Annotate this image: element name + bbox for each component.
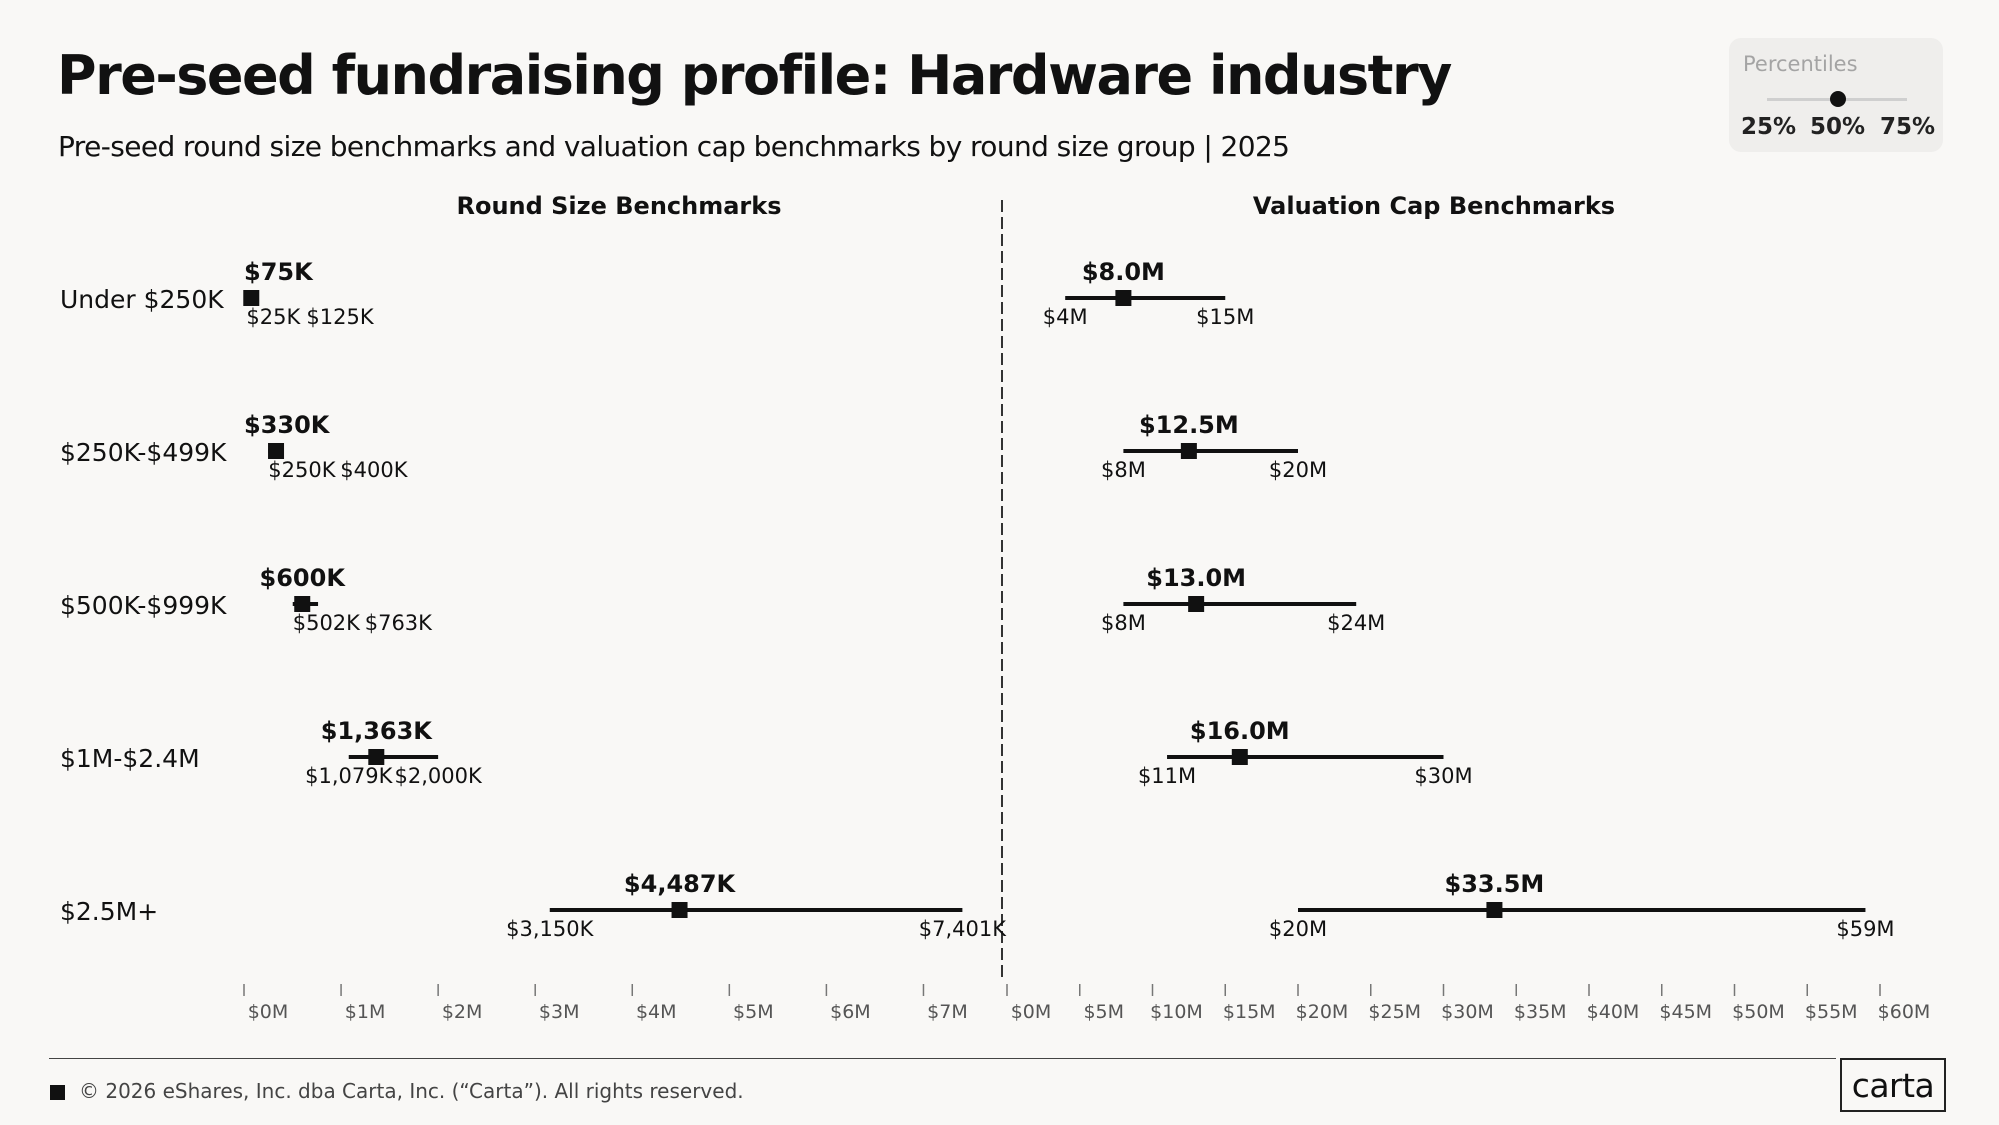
valuation-cap-tick-label: $15M: [1223, 1001, 1276, 1023]
valuation-cap-tick-label: $55M: [1805, 1001, 1858, 1023]
valuation-cap-median-label: $33.5M: [1445, 870, 1545, 898]
legend-label-p25: 25%: [1741, 114, 1797, 140]
round-size-tick-label: $4M: [636, 1001, 677, 1023]
round-size-median-marker: [243, 290, 260, 306]
valuation-cap-median-marker: [1188, 596, 1205, 612]
valuation-cap-median-label: $12.5M: [1139, 411, 1239, 439]
round-size-median-label: $75K: [244, 258, 314, 286]
round-size-median-label: $330K: [244, 411, 331, 439]
valuation-cap-p25-label: $11M: [1138, 764, 1196, 788]
valuation-cap-median-marker: [1180, 443, 1197, 459]
row-label: $2.5M+: [60, 897, 158, 926]
round-size-p25-label: $250K: [268, 458, 336, 482]
round-size-p75-label: $763K: [365, 611, 433, 635]
page-title: Pre-seed fundraising profile: Hardware i…: [57, 44, 1452, 107]
page-subtitle: Pre-seed round size benchmarks and valua…: [58, 130, 1290, 163]
percentile-legend: Percentiles 25% 50% 75%: [1729, 38, 1943, 152]
valuation-cap-p75-label: $59M: [1836, 917, 1894, 941]
valuation-cap-tick-label: $45M: [1659, 1001, 1712, 1023]
valuation-cap-median-marker: [1486, 902, 1503, 918]
carta-logo: carta: [1840, 1058, 1946, 1112]
row-label: $250K-$499K: [60, 438, 227, 467]
round-size-p25-label: $3,150K: [506, 917, 594, 941]
round-size-tick-label: $3M: [539, 1001, 580, 1023]
row-label: $500K-$999K: [60, 591, 227, 620]
valuation-cap-tick-label: $25M: [1368, 1001, 1421, 1023]
valuation-cap-median-label: $8.0M: [1082, 258, 1165, 286]
row-label: $1M-$2.4M: [60, 744, 200, 773]
valuation-cap-p25-label: $8M: [1101, 611, 1146, 635]
round-size-median-marker: [294, 596, 311, 612]
valuation-cap-tick-label: $50M: [1732, 1001, 1785, 1023]
valuation-cap-p75-label: $15M: [1196, 305, 1254, 329]
valuation-cap-p75-label: $30M: [1414, 764, 1472, 788]
valuation-cap-tick-label: $0M: [1011, 1001, 1052, 1023]
round-size-tick-label: $6M: [830, 1001, 871, 1023]
footer-square-icon: [50, 1085, 65, 1100]
valuation-cap-median-marker: [1231, 749, 1248, 765]
valuation-cap-tick-label: $40M: [1587, 1001, 1640, 1023]
legend-median-dot-icon: [1830, 91, 1846, 107]
round-size-tick-label: $5M: [733, 1001, 774, 1023]
valuation-cap-p25-label: $4M: [1043, 305, 1088, 329]
round-size-p75-label: $400K: [340, 458, 408, 482]
valuation-cap-p25-label: $20M: [1269, 917, 1327, 941]
footer-divider: [49, 1058, 1836, 1059]
valuation-cap-tick-label: $10M: [1150, 1001, 1203, 1023]
valuation-cap-tick-label: $5M: [1083, 1001, 1124, 1023]
legend-title: Percentiles: [1743, 52, 1858, 76]
round-size-median-label: $1,363K: [321, 717, 434, 745]
round-size-median-marker: [671, 902, 688, 918]
round-size-p75-label: $7,401K: [919, 917, 1007, 941]
round-size-p25-label: $1,079K: [305, 764, 393, 788]
round-size-median-marker: [368, 749, 385, 765]
round-size-tick-label: $2M: [442, 1001, 483, 1023]
valuation-cap-tick-label: $30M: [1441, 1001, 1494, 1023]
round-size-median-label: $600K: [260, 564, 347, 592]
round-size-tick-label: $0M: [248, 1001, 289, 1023]
valuation-cap-median-marker: [1115, 290, 1132, 306]
valuation-cap-p25-label: $8M: [1101, 458, 1146, 482]
legend-label-p50: 50%: [1810, 114, 1866, 140]
round-size-p25-label: $502K: [293, 611, 361, 635]
footer-copyright: © 2026 eShares, Inc. dba Carta, Inc. (“C…: [79, 1079, 744, 1103]
round-size-median-marker: [268, 443, 285, 459]
valuation-cap-title: Valuation Cap Benchmarks: [1253, 192, 1615, 220]
row-label: Under $250K: [60, 285, 224, 314]
round-size-p75-label: $2,000K: [395, 764, 483, 788]
round-size-p25-label: $25K: [246, 305, 301, 329]
valuation-cap-tick-label: $35M: [1514, 1001, 1567, 1023]
valuation-cap-median-label: $16.0M: [1190, 717, 1290, 745]
round-size-tick-label: $1M: [345, 1001, 386, 1023]
valuation-cap-p75-label: $20M: [1269, 458, 1327, 482]
round-size-p75-label: $125K: [306, 305, 374, 329]
round-size-median-label: $4,487K: [624, 870, 737, 898]
valuation-cap-tick-label: $60M: [1878, 1001, 1931, 1023]
valuation-cap-median-label: $13.0M: [1146, 564, 1246, 592]
round-size-title: Round Size Benchmarks: [456, 192, 781, 220]
valuation-cap-tick-label: $20M: [1296, 1001, 1349, 1023]
round-size-tick-label: $7M: [927, 1001, 968, 1023]
legend-label-p75: 75%: [1880, 114, 1936, 140]
valuation-cap-p75-label: $24M: [1327, 611, 1385, 635]
